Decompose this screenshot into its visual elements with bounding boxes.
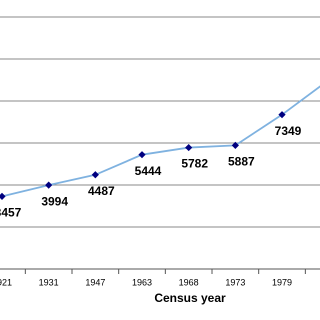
data-label: 5887 (228, 155, 255, 169)
marker (185, 143, 193, 152)
x-tick-label: 1973 (225, 277, 245, 287)
marker (278, 111, 286, 119)
x-tick-label: 1931 (39, 277, 59, 287)
marker (231, 141, 239, 149)
x-tick-label: 1963 (132, 277, 152, 287)
data-label: 5782 (181, 157, 208, 171)
data-label: 3994 (41, 194, 68, 208)
marker (45, 181, 53, 189)
data-label: 5444 (135, 164, 162, 178)
marker (91, 171, 99, 179)
series-line (1, 85, 320, 198)
marker (0, 192, 6, 201)
data-label: 3457 (0, 206, 22, 220)
x-tick-label: 1947 (85, 277, 105, 287)
data-label: 4487 (88, 184, 115, 198)
x-tick-label: 1979 (272, 277, 292, 287)
marker (138, 151, 146, 159)
x-tick-label: 1968 (179, 277, 199, 287)
x-tick-label: 1921 (0, 277, 12, 287)
x-axis-title: Census year (154, 291, 226, 305)
data-label: 7349 (275, 124, 302, 138)
